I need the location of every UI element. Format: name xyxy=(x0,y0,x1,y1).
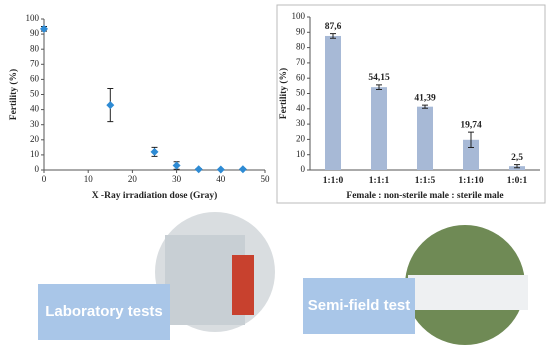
y-tick-label: 100 xyxy=(26,13,40,23)
point xyxy=(172,161,181,170)
y-tick-label: 20 xyxy=(296,133,306,143)
x-tick-label: 20 xyxy=(128,174,138,184)
panel-box xyxy=(38,284,170,340)
y-tick-label: 10 xyxy=(30,149,40,159)
value-label: 87,6 xyxy=(325,22,342,32)
chart-frame xyxy=(276,4,546,204)
x-tick-label: 50 xyxy=(261,174,271,184)
bar xyxy=(463,139,479,170)
value-label: 2,5 xyxy=(511,153,523,163)
panel-box xyxy=(303,278,415,334)
y-tick-label: 70 xyxy=(296,57,306,67)
error-bar xyxy=(376,84,382,90)
bar xyxy=(417,106,433,170)
x-tick-label: 0 xyxy=(42,174,47,184)
x-tick-label: 1:0:1 xyxy=(507,176,528,186)
field-photo-tent xyxy=(408,275,528,310)
error-bar xyxy=(422,104,428,109)
point xyxy=(106,101,115,110)
x-tick-label: 30 xyxy=(172,174,182,184)
lab-photo-person xyxy=(232,255,254,315)
error-bar xyxy=(514,164,520,169)
panel-label: Laboratory tests xyxy=(45,303,163,320)
point xyxy=(40,24,48,33)
error-bar xyxy=(468,131,474,148)
lab-photo-shelf xyxy=(165,235,245,325)
point xyxy=(150,147,159,156)
y-tick-label: 60 xyxy=(30,73,40,83)
y-tick-label: 40 xyxy=(30,104,40,114)
y-tick-label: 50 xyxy=(296,88,306,98)
x-tick-label: 10 xyxy=(84,174,94,184)
x-axis-label: Female : non-sterile male : sterile male xyxy=(346,191,503,201)
y-axis-label: Fertility (%) xyxy=(8,69,19,120)
point xyxy=(238,165,247,174)
y-tick-label: 30 xyxy=(30,119,40,129)
y-tick-label: 0 xyxy=(35,164,40,174)
value-label: 19,74 xyxy=(460,120,482,130)
x-tick-label: 1:1:5 xyxy=(415,176,436,186)
y-tick-label: 80 xyxy=(30,43,40,53)
y-tick-label: 30 xyxy=(296,118,306,128)
x-tick-label: 40 xyxy=(216,174,226,184)
y-tick-label: 90 xyxy=(296,26,306,36)
bar xyxy=(325,35,341,170)
x-tick-label: 1:1:0 xyxy=(323,176,344,186)
point xyxy=(216,165,225,174)
y-axis-label: Fertility (%) xyxy=(278,68,289,119)
y-tick-label: 60 xyxy=(296,72,306,82)
x-tick-label: 1:1:10 xyxy=(458,176,484,186)
y-tick-label: 10 xyxy=(296,149,306,159)
point xyxy=(194,165,203,174)
bar xyxy=(371,87,387,170)
x-tick-label: 1:1:1 xyxy=(369,176,390,186)
y-tick-label: 80 xyxy=(296,42,306,52)
value-label: 41,39 xyxy=(414,93,436,103)
y-tick-label: 50 xyxy=(30,89,40,99)
y-tick-label: 100 xyxy=(292,11,306,21)
panel-label: Semi-field test xyxy=(308,297,411,314)
y-tick-label: 20 xyxy=(30,134,40,144)
x-axis-label: X -Ray irradiation dose (Gray) xyxy=(92,190,218,201)
error-bar xyxy=(330,33,336,39)
y-tick-label: 90 xyxy=(30,28,40,38)
y-tick-label: 70 xyxy=(30,58,40,68)
y-tick-label: 0 xyxy=(301,164,306,174)
y-tick-label: 40 xyxy=(296,103,306,113)
value-label: 54,15 xyxy=(368,73,390,83)
